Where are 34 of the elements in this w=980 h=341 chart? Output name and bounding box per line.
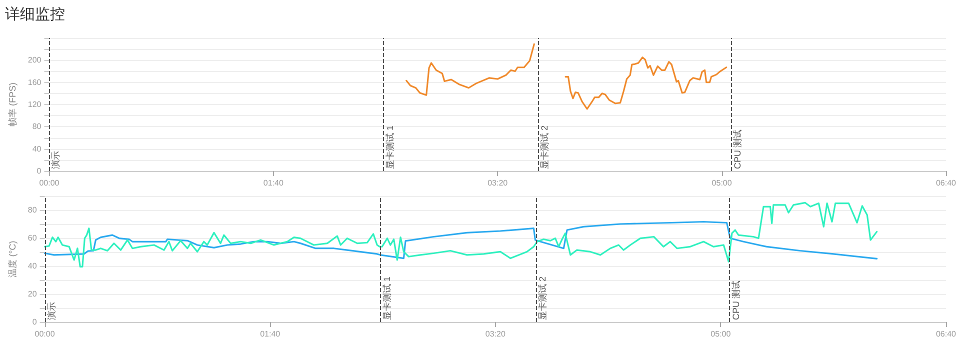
x-tick-label: 00:00 [34, 330, 56, 338]
ref-line-label: 显卡测试 2 [539, 125, 550, 169]
y-tick-label: 20 [28, 290, 38, 298]
line-series [44, 220, 878, 260]
y-tick-label: 80 [32, 122, 42, 132]
x-tick-label: 03:20 [488, 178, 508, 188]
y-tick-label: 40 [32, 144, 42, 154]
x-tick-label: 05:00 [712, 178, 732, 188]
y-axis-title: 帧率 (FPS) [8, 82, 18, 126]
x-tick-label: 00:00 [39, 178, 60, 188]
y-tick-label: 60 [28, 234, 38, 242]
x-tick-label: 01:40 [260, 330, 281, 338]
y-axis-title: 温度 (°C) [8, 240, 18, 278]
y-tick-label: 120 [28, 100, 42, 109]
ref-line-label: CPU 测试 [731, 280, 742, 320]
x-tick-label: 06:40 [936, 178, 957, 188]
y-tick-label: 40 [28, 262, 38, 270]
x-tick-label: 05:00 [710, 330, 732, 338]
y-tick-label: 0 [32, 318, 38, 326]
ref-line-label: 演示 [46, 302, 56, 320]
x-tick-label: 03:20 [485, 330, 506, 338]
chart-title: 详细监控 [5, 6, 65, 23]
ref-line-label: 演示 [50, 151, 61, 169]
line-series [44, 202, 878, 268]
x-tick-label: 01:40 [263, 178, 284, 188]
y-tick-label: 200 [28, 56, 42, 65]
y-tick-label: 80 [28, 206, 38, 214]
ref-line-label: 显卡测试 1 [384, 125, 395, 169]
ref-line-label: CPU 测试 [732, 129, 742, 169]
y-tick-label: 160 [28, 78, 42, 87]
ref-line-label: 显卡测试 1 [382, 276, 392, 320]
y-tick-label: 0 [36, 166, 42, 176]
x-tick-label: 06:40 [936, 330, 957, 338]
ref-line-label: 显卡测试 2 [537, 276, 548, 320]
